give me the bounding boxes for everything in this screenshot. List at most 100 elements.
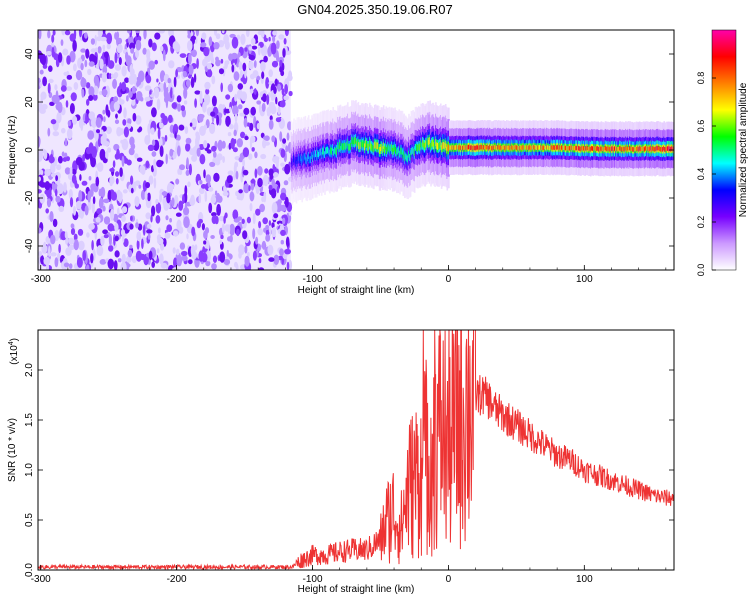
noise-blob	[66, 156, 70, 162]
noise-blob	[114, 235, 119, 242]
noise-blob	[166, 224, 173, 232]
noise-blob	[249, 73, 255, 80]
noise-blob	[262, 135, 270, 141]
noise-blob	[206, 149, 212, 154]
noise-blob	[106, 43, 111, 50]
noise-blob	[203, 140, 208, 149]
signal-column	[511, 145, 514, 151]
noise-blob	[38, 150, 43, 161]
noise-blob	[211, 95, 217, 107]
signal-column	[458, 145, 461, 150]
noise-blob	[147, 123, 151, 135]
signal-column	[493, 144, 496, 150]
noise-blob	[221, 30, 225, 34]
noise-blob	[130, 187, 134, 194]
noise-blob	[211, 145, 217, 152]
signal-column	[478, 145, 480, 151]
colorbar-tick-label: 0.8	[696, 72, 706, 85]
noise-blob	[161, 191, 168, 196]
signal-column	[449, 145, 452, 151]
noise-blob	[90, 156, 96, 168]
noise-blob	[271, 227, 277, 238]
noise-blob	[167, 77, 172, 84]
noise-blob	[225, 94, 231, 100]
noise-blob	[44, 168, 51, 177]
noise-blob	[122, 119, 127, 126]
noise-blob	[248, 55, 256, 60]
signal-column	[409, 153, 412, 160]
noise-blob	[233, 71, 240, 81]
noise-blob	[116, 43, 123, 54]
noise-blob	[238, 244, 245, 256]
noise-blob	[230, 137, 235, 150]
noise-blob	[88, 95, 94, 101]
y-tick-label: 0	[24, 147, 35, 153]
noise-blob	[114, 119, 120, 125]
noise-blob	[85, 82, 91, 89]
noise-blob	[108, 73, 112, 80]
signal-column	[440, 145, 443, 153]
signal-column	[554, 145, 556, 150]
noise-blob	[202, 58, 208, 67]
noise-blob	[249, 122, 254, 132]
noise-blob	[213, 172, 220, 182]
noise-blob	[145, 160, 150, 169]
noise-blob	[69, 166, 73, 177]
noise-blob	[146, 229, 153, 234]
x-tick-label: 100	[576, 274, 593, 285]
noise-blob	[231, 64, 235, 73]
noise-blob	[270, 188, 277, 199]
noise-blob	[181, 250, 188, 257]
noise-blob	[170, 87, 173, 99]
spectrogram-y-ticks: -40 -20 0 20 40	[24, 48, 674, 253]
noise-blob	[271, 222, 275, 229]
noise-blob	[268, 36, 271, 42]
signal-column	[394, 144, 396, 152]
signal-column	[517, 145, 519, 150]
signal-column	[616, 146, 618, 152]
noise-blob	[228, 53, 234, 61]
noise-blob	[50, 173, 57, 178]
noise-blob	[190, 244, 196, 257]
noise-blob	[279, 131, 283, 142]
signal-column	[350, 142, 352, 150]
noise-blob	[208, 202, 213, 214]
noise-blob	[223, 259, 231, 265]
noise-blob	[132, 112, 137, 122]
noise-blob	[179, 242, 186, 250]
signal-column	[563, 145, 565, 150]
noise-blob	[198, 187, 205, 195]
noise-blob	[56, 164, 62, 171]
noise-blob	[138, 184, 142, 189]
signal-column	[432, 139, 435, 147]
signal-column	[299, 156, 302, 164]
noise-blob	[110, 208, 115, 221]
noise-blob	[243, 183, 250, 194]
noise-blob	[144, 135, 151, 145]
noise-blob	[278, 255, 283, 261]
noise-blob	[221, 223, 225, 234]
noise-blob	[160, 242, 165, 251]
noise-blob	[277, 199, 282, 205]
noise-blob	[228, 124, 234, 130]
spectrogram-x-axis-label: Height of straight line (km)	[298, 285, 415, 296]
noise-blob	[130, 175, 134, 185]
noise-blob	[194, 90, 201, 95]
noise-blob	[186, 79, 191, 88]
noise-blob	[281, 62, 285, 71]
noise-blob	[189, 122, 193, 127]
y-tick-label: -20	[24, 190, 35, 205]
noise-blob	[172, 267, 179, 270]
signal-column	[373, 141, 376, 149]
noise-blob	[90, 253, 94, 264]
noise-blob	[184, 185, 188, 196]
signal-column	[359, 142, 361, 150]
noise-blob	[229, 106, 232, 113]
noise-blob	[227, 224, 231, 235]
noise-blob	[39, 81, 43, 88]
noise-blob	[88, 223, 95, 230]
signal-column	[618, 146, 621, 152]
noise-blob	[216, 203, 222, 216]
noise-blob	[95, 176, 100, 187]
noise-blob	[151, 151, 157, 157]
